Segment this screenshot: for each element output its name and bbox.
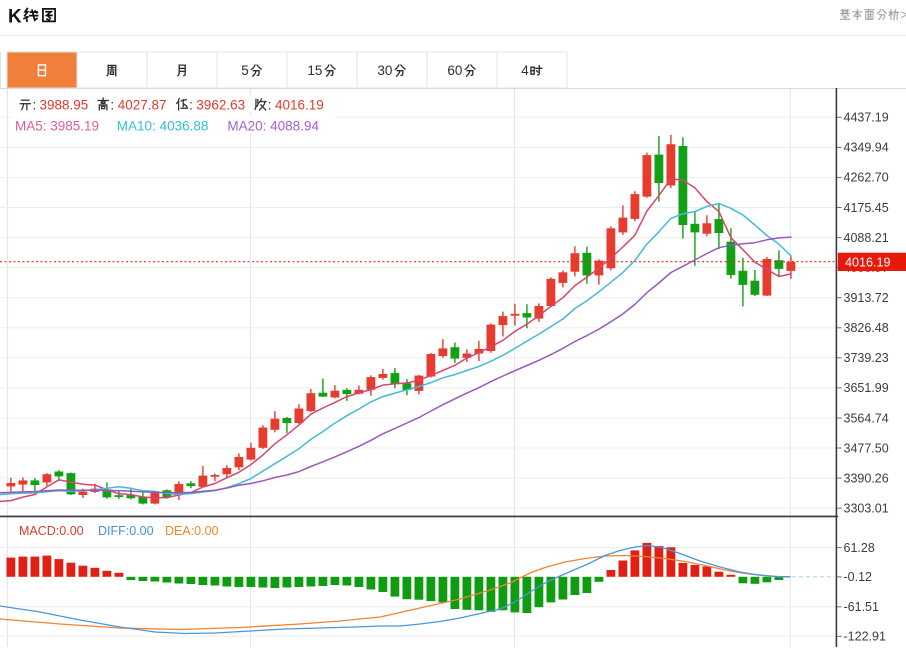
svg-text:3988.95: 3988.95 <box>40 97 89 112</box>
svg-text:3390.26: 3390.26 <box>844 471 889 485</box>
svg-text:K: K <box>8 7 22 28</box>
svg-text:DEA:0.00: DEA:0.00 <box>165 524 219 538</box>
svg-text:4088.21: 4088.21 <box>844 231 889 245</box>
svg-text::: : <box>110 97 114 112</box>
svg-text:-61.51: -61.51 <box>844 600 879 614</box>
svg-text:3962.63: 3962.63 <box>196 97 245 112</box>
svg-text:3913.72: 3913.72 <box>844 291 889 305</box>
svg-text:3564.74: 3564.74 <box>844 411 889 425</box>
svg-text:>: > <box>901 8 906 22</box>
svg-text:30: 30 <box>377 63 392 78</box>
svg-text:4016.19: 4016.19 <box>275 97 324 112</box>
svg-text::: : <box>268 97 272 112</box>
svg-text:15: 15 <box>307 63 322 78</box>
svg-text:4175.45: 4175.45 <box>844 201 889 215</box>
svg-text:4437.19: 4437.19 <box>844 111 889 125</box>
svg-text:MA5: 3985.19: MA5: 3985.19 <box>15 118 99 133</box>
svg-text:-0.12: -0.12 <box>844 570 873 584</box>
svg-text:DIFF:0.00: DIFF:0.00 <box>98 524 154 538</box>
svg-text:4349.94: 4349.94 <box>844 141 889 155</box>
svg-text:60: 60 <box>447 63 462 78</box>
svg-text:3651.99: 3651.99 <box>844 381 889 395</box>
svg-text:3303.01: 3303.01 <box>844 502 889 516</box>
svg-text:4027.87: 4027.87 <box>118 97 167 112</box>
svg-text:MA20: 4088.94: MA20: 4088.94 <box>227 118 319 133</box>
svg-text:4: 4 <box>521 63 529 78</box>
svg-text::: : <box>33 97 37 112</box>
svg-text:3477.50: 3477.50 <box>844 441 889 455</box>
svg-text::: : <box>189 97 193 112</box>
svg-text:MACD:0.00: MACD:0.00 <box>19 524 84 538</box>
svg-text:4262.70: 4262.70 <box>844 171 889 185</box>
svg-text:3826.48: 3826.48 <box>844 321 889 335</box>
svg-text:5: 5 <box>241 63 249 78</box>
svg-text:4016.19: 4016.19 <box>845 256 891 270</box>
svg-text:MA10: 4036.88: MA10: 4036.88 <box>117 118 209 133</box>
svg-text:-122.91: -122.91 <box>844 630 886 644</box>
svg-text:3739.23: 3739.23 <box>844 351 889 365</box>
svg-text:61.28: 61.28 <box>844 541 875 555</box>
